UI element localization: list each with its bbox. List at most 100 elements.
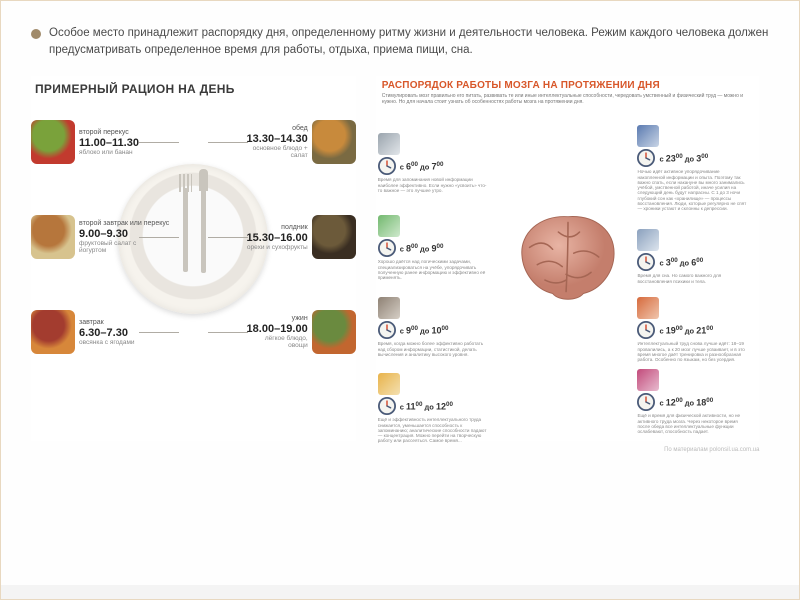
brain-icon — [509, 209, 627, 305]
intro-row: Особое место принадлежит распорядку дня,… — [31, 25, 769, 58]
slot-time: с 300 до 600 — [659, 257, 703, 268]
slot-time: с 1900 до 2100 — [659, 325, 713, 336]
slot-head: с 2300 до 300 — [637, 149, 757, 167]
clock-icon — [378, 239, 396, 257]
slot-time: с 600 до 700 — [400, 161, 444, 172]
meal-plan-canvas: второй перекус11.00–11.30яблоко или бана… — [31, 100, 356, 430]
food-icon — [31, 310, 75, 354]
activity-icon — [637, 229, 659, 251]
slot-description: Время для сна. Но самого важного для вос… — [637, 273, 747, 284]
slot-head: с 300 до 600 — [637, 253, 757, 271]
meal-time: 6.30–7.30 — [79, 327, 135, 339]
meal-name: орехи и сухофрукты — [247, 244, 308, 251]
meal-item-breakfast: завтрак6.30–7.30овсянка с ягодами — [31, 310, 135, 354]
slot-description: Интеллектуальный труд снова лучше идёт: … — [637, 341, 747, 362]
food-icon — [31, 215, 75, 259]
schedule-slot-0: с 600 до 700 Время для запоминания новой … — [378, 133, 498, 193]
leader-line — [208, 237, 248, 238]
clock-icon — [637, 253, 655, 271]
activity-icon — [378, 297, 400, 319]
schedule-slot-5: с 300 до 600 Время для сна. Но самого важ… — [637, 229, 757, 284]
schedule-slot-7: с 1200 до 1800 Ещё и время для физической… — [637, 369, 757, 434]
meal-name: основное блюдо + салат — [246, 145, 308, 159]
clock-icon — [378, 321, 396, 339]
slide: Особое место принадлежит распорядку дня,… — [0, 0, 800, 600]
meal-text: полдник15.30–16.00орехи и сухофрукты — [247, 224, 308, 251]
schedule-slot-6: с 1900 до 2100 Интеллектуальный труд снов… — [637, 297, 757, 362]
meal-label: полдник — [247, 224, 308, 232]
bullet-icon — [31, 29, 41, 39]
brain-schedule-canvas: По материалам polonsil.ua.com.ua с 600 д… — [376, 111, 760, 441]
meal-name: овсянка с ягодами — [79, 339, 135, 346]
slot-time: с 900 до 1000 — [400, 325, 449, 336]
slot-description: Время, когда можно более эффективно рабо… — [378, 341, 488, 357]
meal-name: фруктовый салат с йогуртом — [79, 240, 141, 254]
watermark-text: По материалам polonsil.ua.com.ua — [664, 447, 759, 453]
slot-time: с 1100 до 1200 — [400, 401, 453, 412]
slot-description: Ещё и время для физической активности, н… — [637, 413, 747, 434]
slot-head: с 600 до 700 — [378, 157, 498, 175]
brain-schedule-infographic: РАСПОРЯДОК РАБОТЫ МОЗГА НА ПРОТЯЖЕНИИ ДН… — [376, 76, 760, 441]
slot-description: Хорошо даётся над логическими задачами, … — [378, 259, 488, 280]
activity-icon — [378, 133, 400, 155]
meal-time: 13.30–14.30 — [246, 133, 308, 145]
slot-time: с 800 до 900 — [400, 243, 444, 254]
activity-icon — [378, 215, 400, 237]
meal-label: завтрак — [79, 319, 135, 327]
slot-time: с 1200 до 1800 — [659, 397, 713, 408]
slot-description: Ещё и эффективность интеллектуального тр… — [378, 417, 488, 443]
knife-icon — [201, 187, 206, 273]
meal-time: 11.00–11.30 — [79, 137, 139, 149]
slot-description: Ночью идёт активное упорядочивание накоп… — [637, 169, 747, 211]
meal-time: 15.30–16.00 — [247, 232, 308, 244]
slot-head: с 1900 до 2100 — [637, 321, 757, 339]
slot-head: с 900 до 1000 — [378, 321, 498, 339]
brain-schedule-subtitle: Стимулировать мозг правильно его питать,… — [382, 93, 754, 105]
page-shadow — [1, 585, 799, 599]
meal-item-lunch: обед13.30–14.30основное блюдо + салат — [246, 120, 356, 164]
meal-item-snack2: второй перекус11.00–11.30яблоко или бана… — [31, 120, 139, 164]
slot-head: с 800 до 900 — [378, 239, 498, 257]
schedule-slot-1: с 800 до 900 Хорошо даётся над логическим… — [378, 215, 498, 280]
food-icon — [312, 215, 356, 259]
schedule-slot-2: с 900 до 1000 Время, когда можно более эф… — [378, 297, 498, 357]
meal-label: ужин — [246, 315, 308, 323]
infographic-panels: ПРИМЕРНЫЙ РАЦИОН НА ДЕНЬ второй перекус1… — [31, 76, 769, 441]
activity-icon — [637, 125, 659, 147]
meal-time: 18.00–19.00 — [246, 323, 308, 335]
food-icon — [312, 310, 356, 354]
leader-line — [208, 332, 248, 333]
meal-item-dinner: ужин18.00–19.00лёгкое блюдо, овощи — [246, 310, 356, 354]
slot-head: с 1200 до 1800 — [637, 393, 757, 411]
clock-icon — [637, 393, 655, 411]
meal-plan-title: ПРИМЕРНЫЙ РАЦИОН НА ДЕНЬ — [35, 82, 356, 96]
activity-icon — [378, 373, 400, 395]
meal-label: второй завтрак или перекус — [79, 220, 169, 228]
meal-text: завтрак6.30–7.30овсянка с ягодами — [79, 319, 135, 346]
slot-description: Время для запоминания новой информации н… — [378, 177, 488, 193]
activity-icon — [637, 369, 659, 391]
meal-name: яблоко или банан — [79, 149, 139, 156]
clock-icon — [637, 321, 655, 339]
clock-icon — [378, 397, 396, 415]
schedule-slot-4: с 2300 до 300 Ночью идёт активное упорядо… — [637, 125, 757, 211]
brain-schedule-title: РАСПОРЯДОК РАБОТЫ МОЗГА НА ПРОТЯЖЕНИИ ДН… — [382, 80, 760, 91]
activity-icon — [637, 297, 659, 319]
schedule-slot-3: с 1100 до 1200 Ещё и эффективность интелл… — [378, 373, 498, 443]
intro-text: Особое место принадлежит распорядку дня,… — [49, 25, 769, 58]
meal-text: обед13.30–14.30основное блюдо + салат — [246, 125, 308, 159]
food-icon — [312, 120, 356, 164]
meal-name: лёгкое блюдо, овощи — [246, 335, 308, 349]
clock-icon — [378, 157, 396, 175]
leader-line — [139, 142, 179, 143]
leader-line — [139, 237, 179, 238]
slot-time: с 2300 до 300 — [659, 153, 708, 164]
meal-text: второй перекус11.00–11.30яблоко или бана… — [79, 129, 139, 156]
meal-item-afternoon: полдник15.30–16.00орехи и сухофрукты — [247, 215, 356, 259]
leader-line — [208, 142, 248, 143]
clock-icon — [637, 149, 655, 167]
leader-line — [139, 332, 179, 333]
food-icon — [31, 120, 75, 164]
meal-label: второй перекус — [79, 129, 139, 137]
meal-label: обед — [246, 125, 308, 133]
